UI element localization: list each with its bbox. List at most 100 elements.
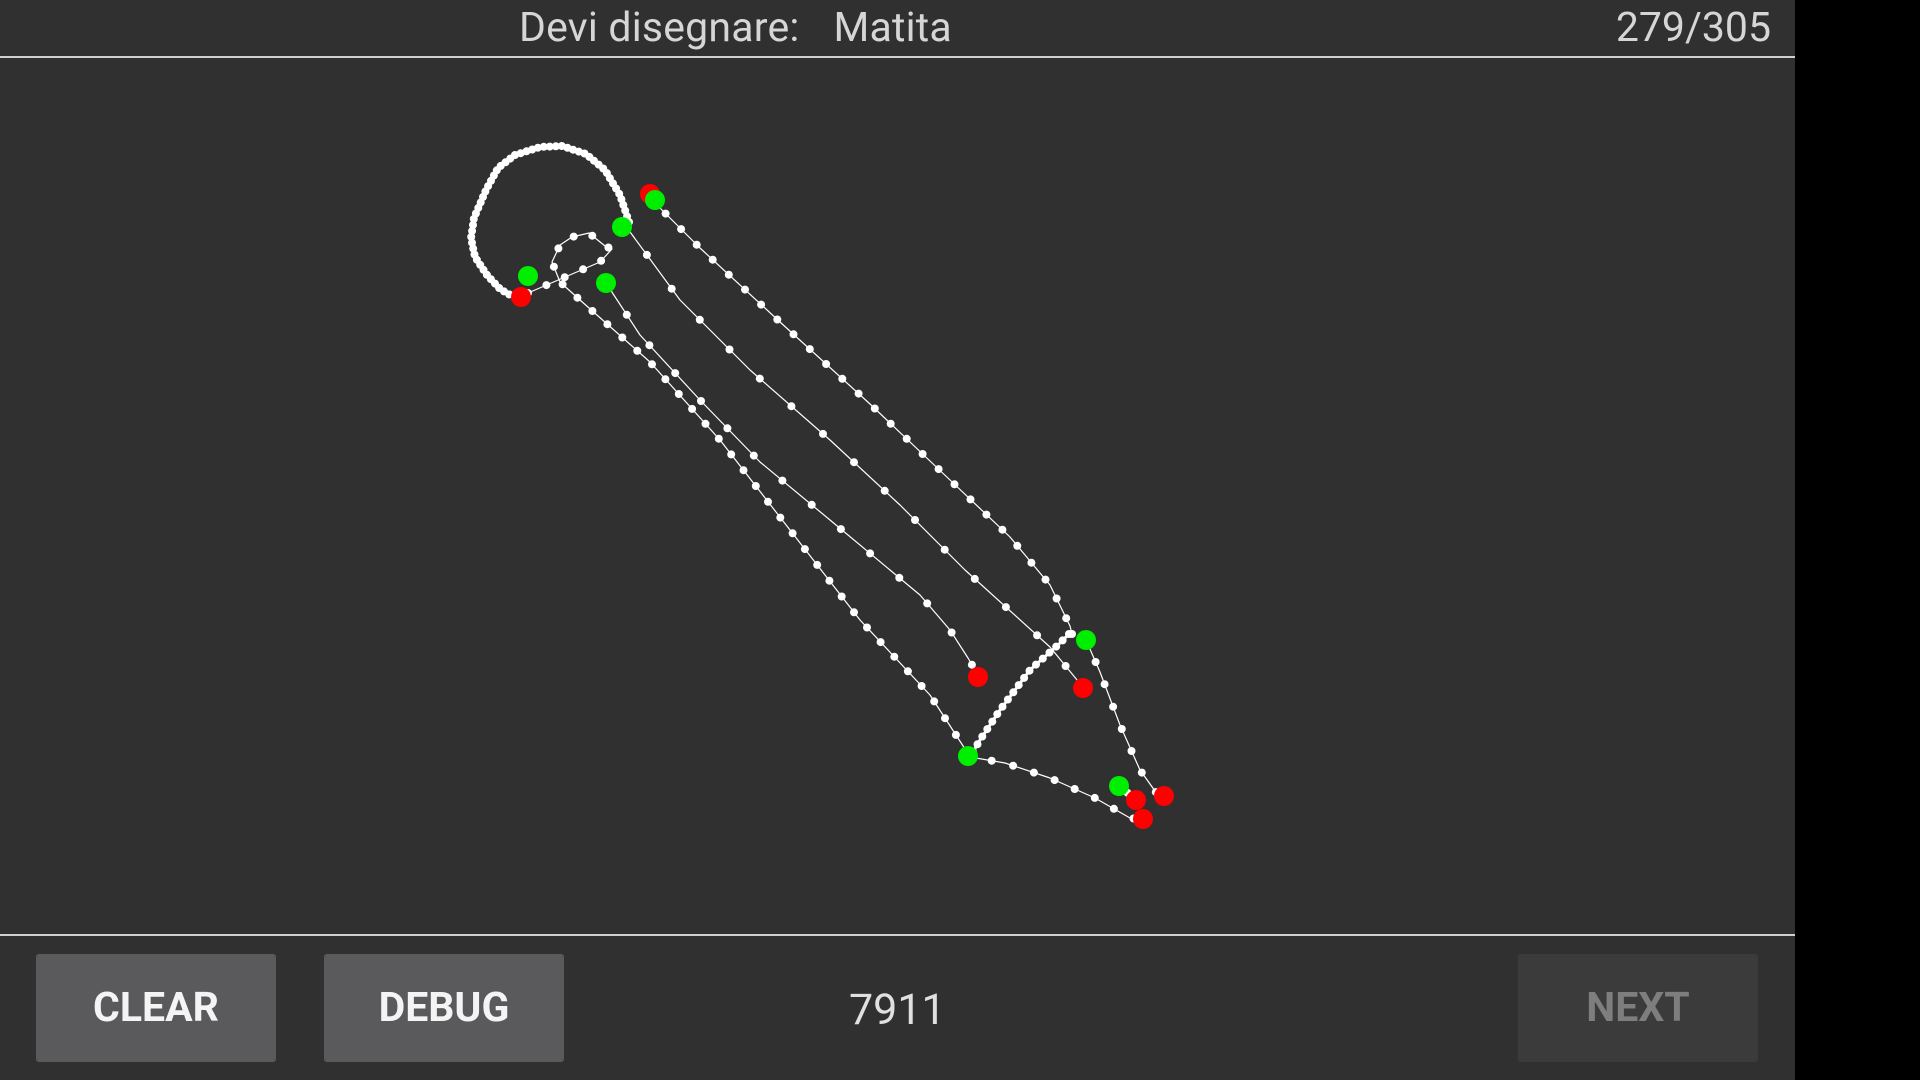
stroke-line <box>605 282 980 678</box>
stroke-sample-point <box>778 476 787 485</box>
stroke-sample-point <box>822 360 831 368</box>
footer-divider <box>0 934 1795 936</box>
stroke-sample-point <box>951 730 960 739</box>
stroke-sample-point <box>947 628 956 637</box>
stroke-sample-point <box>941 714 949 723</box>
score-value: 7911 <box>849 985 946 1035</box>
stroke-sample-point <box>973 740 982 749</box>
stroke-start-marker <box>958 746 978 766</box>
stroke-sample-point <box>967 660 976 669</box>
stroke-sample-point <box>970 574 979 583</box>
stroke-sample-point <box>1027 558 1036 567</box>
debug-button[interactable]: DEBUG <box>324 954 564 1062</box>
stroke-sample-point <box>1109 702 1118 711</box>
stroke-sample-point <box>695 315 704 324</box>
stroke-sample-point <box>551 142 560 151</box>
target-word: Matita <box>833 4 952 52</box>
stroke-sample-point <box>467 232 476 241</box>
stroke-sample-point <box>800 545 809 554</box>
stroke-lower-edge <box>524 231 971 756</box>
stroke-sample-point <box>633 346 642 355</box>
stroke-sample-point <box>667 284 676 293</box>
stroke-sample-point <box>1091 658 1100 666</box>
stroke-sample-point <box>902 434 911 443</box>
stroke-end-marker <box>1133 809 1153 829</box>
stroke-sample-point <box>776 513 785 522</box>
stroke-sample-point <box>837 592 846 601</box>
stroke-sample-point <box>863 623 871 632</box>
stroke-sample-point <box>741 285 749 294</box>
stroke-sample-point <box>469 221 477 229</box>
stroke-sample-point <box>755 374 764 383</box>
stroke-sample-point <box>661 375 670 384</box>
screen-edge <box>1795 0 1920 1080</box>
stroke-eraser-loop <box>467 142 633 300</box>
prompt-label: Devi disegnare: <box>519 4 800 52</box>
stroke-sample-point <box>1117 725 1126 733</box>
stroke-sample-point <box>918 450 927 458</box>
stroke-sample-point <box>757 300 766 309</box>
stroke-sample-point <box>674 390 683 398</box>
stroke-start-marker <box>1109 776 1129 796</box>
stroke-sample-point <box>554 244 563 253</box>
stroke-sample-point <box>886 419 895 428</box>
stroke-ferrule <box>966 630 1073 761</box>
stroke-sample-point <box>998 702 1007 711</box>
stroke-sample-point <box>911 516 919 524</box>
stroke-sample-point <box>787 402 796 411</box>
stroke-sample-point <box>876 638 885 647</box>
stroke-sample-point <box>697 397 705 405</box>
stroke-sample-point <box>560 273 569 282</box>
drawing-canvas[interactable] <box>0 58 1795 934</box>
header-bar: Devi disegnare: Matita 279/305 <box>0 0 1795 57</box>
progress-counter: 279/305 <box>1615 4 1771 52</box>
stroke-sample-point <box>751 482 760 490</box>
stroke-upper-edge <box>646 194 1076 638</box>
next-button[interactable]: NEXT <box>1518 954 1758 1062</box>
stroke-sample-point <box>987 756 996 765</box>
stroke-sample-point <box>1009 761 1018 770</box>
stroke-sample-point <box>739 466 748 475</box>
stroke-start-marker <box>1076 630 1096 650</box>
stroke-end-marker <box>1073 678 1093 698</box>
stroke-sample-point <box>850 608 858 617</box>
stroke-sample-point <box>701 419 710 428</box>
stroke-sample-point <box>1045 648 1054 657</box>
stroke-sample-point <box>1029 768 1038 777</box>
clear-button[interactable]: CLEAR <box>36 954 276 1062</box>
stroke-sample-point <box>789 330 798 339</box>
drawing-prompt: Devi disegnare: Matita <box>519 4 952 52</box>
stroke-start-marker <box>518 266 538 286</box>
stroke-sample-point <box>819 429 827 438</box>
stroke-sample-point <box>1070 785 1079 793</box>
stroke-sample-point <box>903 667 912 676</box>
stroke-sample-point <box>813 560 822 569</box>
stroke-sample-point <box>1001 603 1010 612</box>
stroke-sample-point <box>1062 614 1071 623</box>
stroke-sample-point <box>983 725 992 734</box>
stroke-sample-point <box>588 231 597 240</box>
stroke-sample-point <box>1038 654 1047 663</box>
stroke-sample-point <box>1050 776 1059 785</box>
stroke-sample-point <box>727 450 736 459</box>
stroke-sample-point <box>603 320 612 329</box>
stroke-sample-point <box>1014 681 1023 690</box>
stroke-sample-point <box>573 293 582 302</box>
stroke-inner-line-1 <box>618 217 1086 690</box>
stroke-sample-point <box>714 434 723 443</box>
stroke-sample-point <box>930 697 939 706</box>
stroke-start-marker <box>612 217 632 237</box>
stroke-sample-point <box>1009 688 1018 697</box>
stroke-sample-point <box>597 256 606 265</box>
stroke-sample-point <box>749 451 758 460</box>
stroke-sample-point <box>866 549 875 558</box>
stroke-sample-point <box>648 360 656 369</box>
stroke-sample-point <box>618 333 627 342</box>
stroke-sample-point <box>923 599 932 608</box>
marker-layer <box>511 184 1174 829</box>
stroke-sample-point <box>557 142 566 150</box>
drawing-app-screen: Devi disegnare: Matita 279/305 CLEAR DEBU… <box>0 0 1795 1080</box>
stroke-sample-point <box>558 280 567 289</box>
stroke-sample-point <box>588 307 597 315</box>
stroke-start-marker <box>645 190 665 210</box>
